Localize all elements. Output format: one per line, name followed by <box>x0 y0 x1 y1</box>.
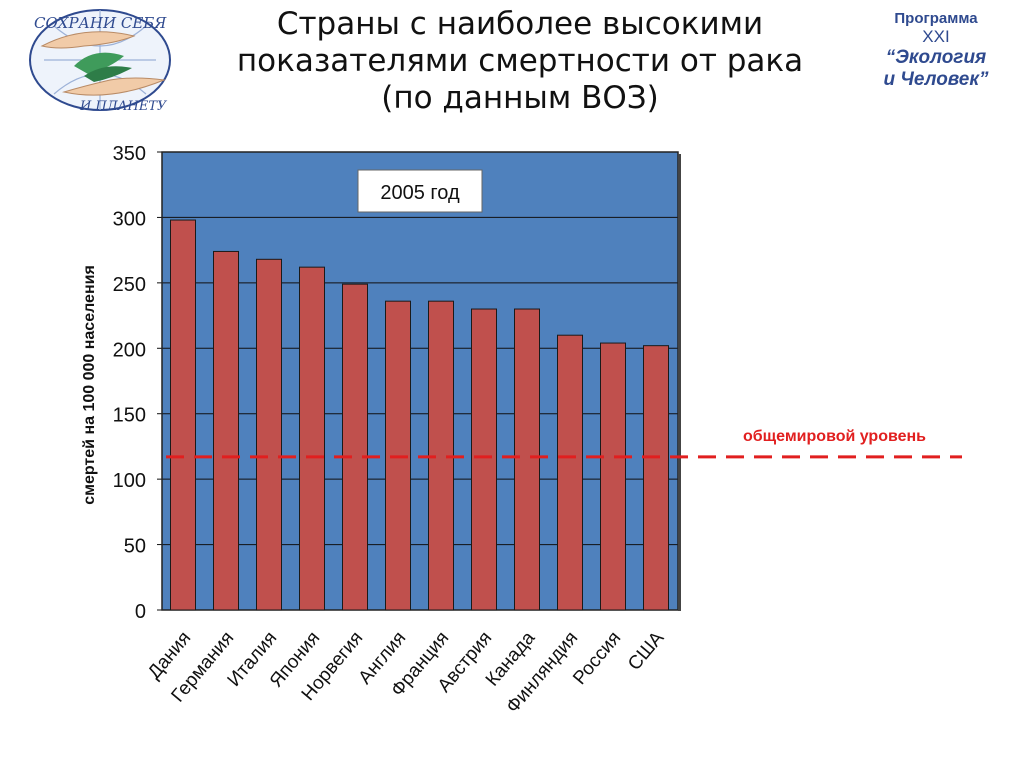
logo-text-top: СОХРАНИ СЕБЯ <box>34 14 167 32</box>
title-line-3: (по данным ВОЗ) <box>381 80 659 116</box>
bar <box>299 266 325 611</box>
x-tick-label: США <box>624 627 668 674</box>
y-tick-label: 100 <box>113 470 146 492</box>
bar <box>557 334 583 611</box>
program-name-1: “Экология <box>885 47 987 68</box>
bar <box>514 308 540 611</box>
title-line-2: показателями смертности от рака <box>236 43 804 79</box>
y-tick-label: 300 <box>113 208 146 230</box>
y-tick-label: 50 <box>124 536 146 558</box>
year-badge <box>357 169 483 213</box>
year-label: 2005 год <box>380 182 460 204</box>
bar <box>213 250 239 611</box>
slide-title: Страны с наиболее высокими показателями … <box>200 6 840 117</box>
logo-text-bottom: И ПЛАНЕТУ <box>79 99 168 114</box>
y-tick-label: 250 <box>113 274 146 296</box>
bar <box>643 345 669 611</box>
program-logo: Программа XXI “Экология и Человек” <box>866 10 1006 91</box>
x-tick-label: Россия <box>569 628 625 689</box>
save-planet-logo: СОХРАНИ СЕБЯ И ПЛАНЕТУ <box>29 9 171 114</box>
world-level-label: общемировой уровень <box>743 428 926 445</box>
bar <box>600 342 626 611</box>
plot-area <box>162 152 678 610</box>
program-number: XXI <box>922 27 950 46</box>
program-name-2: и Человек” <box>883 69 989 90</box>
y-tick-label: 0 <box>135 601 146 623</box>
program-label: Программа <box>894 10 978 27</box>
bar <box>170 219 196 611</box>
y-tick-label: 150 <box>113 405 146 427</box>
y-tick-label: 200 <box>113 339 146 361</box>
bar <box>256 258 282 611</box>
bar <box>471 308 497 611</box>
title-line-1: Страны с наиболее высокими <box>276 6 764 42</box>
y-axis-label: смертей на 100 000 населения <box>81 265 98 505</box>
bar <box>342 283 368 611</box>
y-tick-label: 350 <box>113 143 146 165</box>
